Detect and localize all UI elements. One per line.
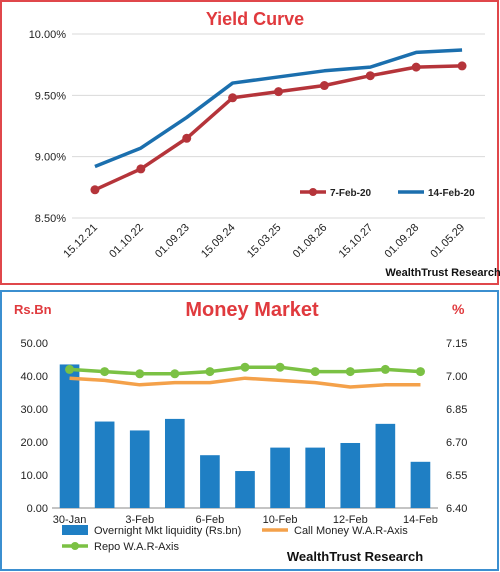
- money-left-tick-label: 30.00: [20, 404, 48, 416]
- money-legend-label: Overnight Mkt liquidity (Rs.bn): [94, 525, 241, 537]
- money-right-tick-label: 7.00: [446, 371, 467, 383]
- money-right-tick-label: 7.15: [446, 338, 467, 350]
- yield-point: [228, 93, 238, 103]
- money-bar: [375, 423, 396, 508]
- yield-y-tick-label: 9.00%: [35, 152, 66, 164]
- yield-point: [411, 62, 421, 72]
- money-repo-point: [100, 367, 110, 377]
- money-repo-point: [345, 367, 355, 377]
- money-x-tick-label: 6-Feb: [196, 514, 225, 526]
- money-left-tick-label: 0.00: [27, 503, 48, 515]
- money-bar: [235, 471, 255, 508]
- yield-point: [182, 133, 192, 143]
- money-bar: [164, 418, 185, 508]
- money-right-tick-label: 6.55: [446, 470, 467, 482]
- money-repo-point: [275, 362, 285, 372]
- money-x-tick-label: 3-Feb: [125, 514, 154, 526]
- yield-source-label: WealthTrust Research: [385, 267, 500, 279]
- yield-point: [90, 185, 100, 195]
- money-right-tick-label: 6.40: [446, 503, 467, 515]
- yield-y-tick-label: 10.00%: [29, 29, 67, 41]
- money-bar: [410, 461, 431, 508]
- money-legend-label: Call Money W.A.R-Axis: [294, 525, 408, 537]
- yield-point: [319, 81, 329, 91]
- yield-legend-marker: [309, 188, 317, 196]
- yield-curve-panel: Yield Curve 10.00% 9.50% 9.00% 8.50% 15.12.…: [0, 0, 500, 285]
- yield-y-tick-label: 9.50%: [35, 90, 66, 102]
- money-market-panel: Money Market Rs.Bn % 50.00 40.00 30.00 20.0…: [0, 290, 500, 572]
- money-bar: [94, 421, 115, 508]
- money-bar: [59, 364, 80, 508]
- yield-curve-chart: Yield Curve 10.00%9.50%9.00%8.50% 15.12.…: [0, 0, 500, 285]
- money-right-tick-label: 6.70: [446, 437, 467, 449]
- money-bar: [129, 430, 150, 508]
- money-chart-title: Money Market: [185, 299, 319, 321]
- right-axis-unit-label: %: [452, 301, 465, 317]
- money-bar: [270, 447, 290, 508]
- left-axis-unit-label: Rs.Bn: [14, 302, 52, 317]
- money-repo-point: [205, 367, 215, 377]
- yield-point: [457, 61, 467, 71]
- money-x-tick-label: 12-Feb: [333, 514, 368, 526]
- money-repo-point: [240, 362, 250, 372]
- money-series-line-1: [69, 376, 421, 389]
- money-repo-point: [170, 369, 180, 379]
- money-left-tick-label: 10.00: [20, 470, 48, 482]
- money-legend-swatch: [62, 525, 88, 535]
- money-repo-point: [65, 364, 75, 374]
- money-market-chart: Money Market Rs.Bn % 50.00 40.00 30.00 20.0…: [0, 290, 499, 571]
- yield-legend-label: 7-Feb-20: [330, 188, 372, 199]
- yield-series-line-1: [94, 48, 463, 169]
- yield-point: [365, 71, 375, 81]
- money-repo-point: [380, 364, 390, 374]
- yield-chart-title: Yield Curve: [206, 9, 304, 29]
- money-source-label: WealthTrust Research: [287, 549, 423, 564]
- money-bar: [340, 442, 361, 508]
- money-repo-point: [135, 369, 145, 379]
- money-repo-point: [415, 367, 425, 377]
- money-x-tick-label: 30-Jan: [53, 514, 87, 526]
- money-x-tick-label: 14-Feb: [403, 514, 438, 526]
- money-x-tick-label: 10-Feb: [263, 514, 298, 526]
- money-repo-point: [310, 367, 320, 377]
- money-frame: [0, 290, 499, 571]
- money-bar: [200, 455, 220, 508]
- money-left-tick-label: 50.00: [20, 338, 48, 350]
- money-left-tick-label: 20.00: [20, 437, 48, 449]
- money-right-tick-label: 6.85: [446, 404, 467, 416]
- yield-point: [136, 164, 146, 174]
- yield-point: [274, 87, 283, 97]
- yield-legend-label: 14-Feb-20: [428, 188, 475, 199]
- money-bar: [305, 447, 326, 508]
- money-left-tick-label: 40.00: [20, 371, 48, 383]
- yield-frame: [0, 0, 499, 285]
- money-legend-marker: [71, 542, 79, 550]
- yield-y-tick-label: 8.50%: [35, 213, 66, 225]
- money-legend-label: Repo W.A.R-Axis: [94, 541, 179, 553]
